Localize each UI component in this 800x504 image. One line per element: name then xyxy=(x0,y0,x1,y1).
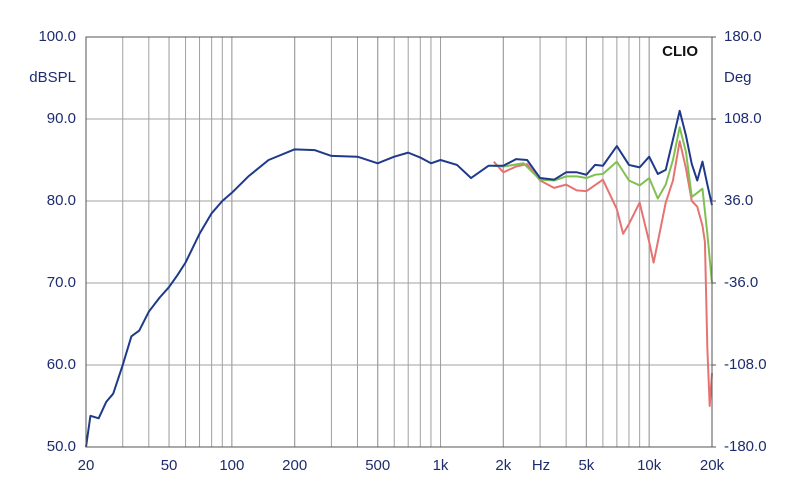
x-tick-label: 5k xyxy=(578,457,594,474)
x-tick-label: 100 xyxy=(219,457,244,474)
y-tick-label: 70.0 xyxy=(47,274,76,291)
y-tick-label: 100.0 xyxy=(38,28,76,45)
y2-tick-label: 108.0 xyxy=(724,110,762,127)
x-tick-label: 500 xyxy=(365,457,390,474)
x-tick-label: 50 xyxy=(161,457,178,474)
x-axis-label: Hz xyxy=(532,457,550,474)
plot-frame xyxy=(85,36,713,448)
x-tick-label: 2k xyxy=(495,457,511,474)
grid xyxy=(85,36,716,448)
x-tick-label: 200 xyxy=(282,457,307,474)
y2-tick-label: -108.0 xyxy=(724,356,767,373)
response-curve xyxy=(493,140,713,407)
y-axis-label: dBSPL xyxy=(29,69,76,86)
y-tick-label: 50.0 xyxy=(47,438,76,455)
x-tick-label: 20 xyxy=(78,457,95,474)
x-tick-label: 20k xyxy=(700,457,725,474)
y-tick-label: 80.0 xyxy=(47,192,76,209)
response-curve xyxy=(85,109,713,448)
y2-tick-label: 180.0 xyxy=(724,28,762,45)
curves xyxy=(85,109,713,448)
x-tick-label: 1k xyxy=(433,457,449,474)
annotation: CLIO xyxy=(662,43,698,60)
y2-tick-label: -36.0 xyxy=(724,274,758,291)
y2-tick-label: -180.0 xyxy=(724,438,767,455)
y-tick-label: 90.0 xyxy=(47,110,76,127)
y-tick-label: 60.0 xyxy=(47,356,76,373)
x-tick-label: 10k xyxy=(637,457,662,474)
y2-axis-label: Deg xyxy=(724,69,752,86)
y2-tick-label: 36.0 xyxy=(724,192,753,209)
